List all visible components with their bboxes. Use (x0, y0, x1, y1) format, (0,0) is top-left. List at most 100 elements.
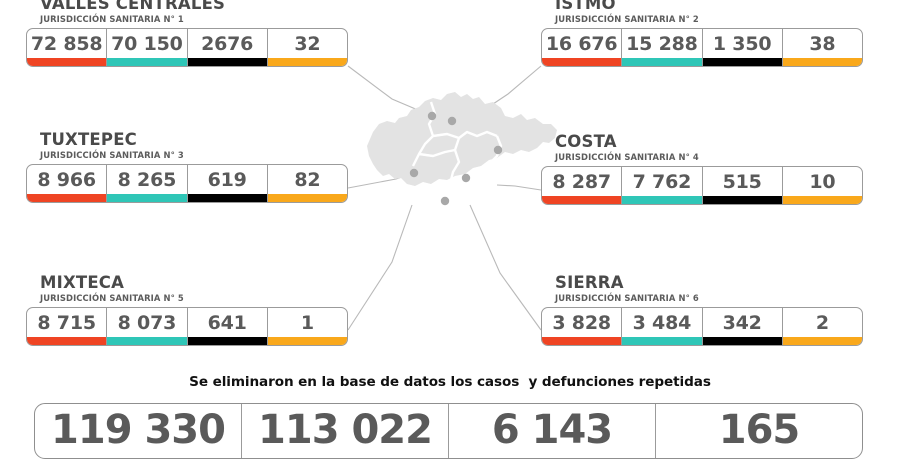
region-heading: SIERRA JURISDICCIÓN SANITARIA N° 6 (541, 273, 863, 303)
stat-cell-recovered: 8 073 (107, 307, 188, 345)
stat-color-bar-confirmed (27, 57, 107, 66)
total-cell-confirmed: 119 330 (35, 404, 242, 458)
stat-cell-recovered: 7 762 (622, 166, 703, 204)
stat-cell-deaths: 2676 (187, 28, 268, 66)
total-cell-active: 165 (656, 404, 862, 458)
stat-cell-confirmed: 8 287 (542, 166, 623, 204)
region-stat-box: 8 715 8 073 641 1 (26, 306, 348, 346)
region-title: COSTA (555, 132, 617, 151)
stat-color-bar-active (267, 193, 347, 202)
stat-value: 619 (207, 168, 247, 191)
stat-color-bar-recovered (622, 195, 702, 204)
region-block-sierra: SIERRA JURISDICCIÓN SANITARIA N° 6 3 828… (541, 273, 863, 346)
stat-cell-recovered: 8 265 (107, 164, 188, 202)
region-subtitle: JURISDICCIÓN SANITARIA N° 4 (555, 151, 699, 162)
stat-value: 10 (809, 170, 836, 193)
stat-cell-active: 38 (782, 29, 862, 66)
infographic-root: VALLES CENTRALES JURISDICCIÓN SANITARIA … (26, 0, 863, 459)
total-cell-recovered: 113 022 (242, 404, 449, 458)
stat-value: 1 (300, 311, 314, 334)
stat-value: 70 150 (111, 32, 183, 55)
stat-color-bar-recovered (107, 336, 187, 345)
total-value: 119 330 (51, 407, 226, 453)
stat-color-bar-confirmed (27, 193, 107, 202)
region-heading: TUXTEPEC JURISDICCIÓN SANITARIA N° 3 (26, 131, 348, 160)
region-stat-box: 72 858 70 150 2676 32 (26, 27, 348, 67)
oaxaca-map (355, 80, 565, 220)
stat-cell-confirmed: 3 828 (542, 307, 623, 345)
stat-cell-confirmed: 8 966 (27, 164, 108, 202)
stat-cell-active: 2 (782, 308, 862, 345)
region-title: ISTMO (555, 0, 616, 13)
stat-value: 16 676 (545, 32, 618, 55)
total-value: 165 (718, 407, 800, 453)
stat-cell-active: 10 (782, 167, 862, 204)
region-stat-box: 8 966 8 265 619 82 (26, 163, 348, 203)
region-stat-box: 16 676 15 288 1 350 38 (541, 27, 863, 67)
stat-value: 8 073 (117, 311, 177, 334)
stat-value: 7 762 (632, 170, 692, 193)
stat-cell-deaths: 641 (187, 307, 268, 345)
region-heading: MIXTECA JURISDICCIÓN SANITARIA N° 5 (26, 273, 348, 303)
region-title: SIERRA (555, 273, 624, 292)
region-stat-box: 3 828 3 484 342 2 (541, 306, 863, 346)
stat-color-bar-deaths (702, 336, 782, 345)
totals-box: 119 330 113 022 6 143 165 (34, 403, 863, 459)
total-value: 6 143 (491, 407, 613, 453)
stat-color-bar-recovered (107, 57, 187, 66)
region-heading: ISTMO JURISDICCIÓN SANITARIA N° 2 (541, 0, 863, 23)
stat-color-bar-active (782, 336, 862, 345)
region-block-mixteca: MIXTECA JURISDICCIÓN SANITARIA N° 5 8 71… (26, 273, 348, 346)
stat-cell-deaths: 515 (702, 166, 783, 204)
stat-color-bar-active (782, 57, 862, 66)
stat-color-bar-confirmed (542, 336, 622, 345)
stat-value: 641 (207, 311, 247, 334)
total-value: 113 022 (258, 407, 433, 453)
region-subtitle: JURISDICCIÓN SANITARIA N° 5 (40, 292, 184, 303)
stat-value: 1 350 (712, 32, 772, 55)
stat-color-bar-active (267, 336, 347, 345)
stat-value: 72 858 (30, 32, 103, 55)
region-stat-box: 8 287 7 762 515 10 (541, 165, 863, 205)
stat-value: 2676 (201, 32, 254, 55)
stat-cell-confirmed: 16 676 (542, 28, 623, 66)
region-title: MIXTECA (40, 273, 125, 292)
region-heading: VALLES CENTRALES JURISDICCIÓN SANITARIA … (26, 0, 348, 23)
stat-color-bar-deaths (187, 336, 267, 345)
stat-color-bar-deaths (187, 193, 267, 202)
region-block-istmo: ISTMO JURISDICCIÓN SANITARIA N° 2 16 676… (541, 0, 863, 67)
footer-note: Se eliminaron en la base de datos los ca… (189, 374, 711, 390)
stat-cell-confirmed: 8 715 (27, 307, 108, 345)
stat-value: 8 287 (552, 170, 611, 193)
stat-cell-active: 32 (267, 29, 347, 66)
stat-cell-deaths: 1 350 (702, 28, 783, 66)
stat-color-bar-active (782, 195, 862, 204)
stat-color-bar-confirmed (27, 336, 107, 345)
stat-color-bar-deaths (187, 57, 267, 66)
stat-color-bar-recovered (622, 336, 702, 345)
stat-cell-confirmed: 72 858 (27, 28, 108, 66)
stat-value: 8 265 (117, 168, 177, 191)
region-block-valles-centrales: VALLES CENTRALES JURISDICCIÓN SANITARIA … (26, 0, 348, 67)
stat-cell-deaths: 342 (702, 307, 783, 345)
region-subtitle: JURISDICCIÓN SANITARIA N° 1 (40, 13, 184, 24)
stat-color-bar-confirmed (542, 57, 622, 66)
region-subtitle: JURISDICCIÓN SANITARIA N° 6 (555, 292, 699, 303)
stat-value: 8 715 (37, 311, 96, 334)
stat-value: 15 288 (626, 32, 698, 55)
stat-value: 82 (294, 168, 321, 191)
region-subtitle: JURISDICCIÓN SANITARIA N° 3 (40, 149, 184, 160)
stat-color-bar-recovered (622, 57, 702, 66)
stat-color-bar-active (267, 57, 347, 66)
stat-value: 8 966 (37, 168, 96, 191)
stat-cell-recovered: 3 484 (622, 307, 703, 345)
region-block-costa: COSTA JURISDICCIÓN SANITARIA N° 4 8 287 … (541, 132, 863, 205)
stat-value: 515 (722, 170, 762, 193)
stat-cell-deaths: 619 (187, 164, 268, 202)
region-subtitle: JURISDICCIÓN SANITARIA N° 2 (555, 13, 699, 24)
stat-value: 3 484 (632, 311, 692, 334)
total-cell-deaths: 6 143 (449, 404, 656, 458)
stat-cell-active: 1 (267, 308, 347, 345)
stat-cell-recovered: 70 150 (107, 28, 188, 66)
stat-color-bar-confirmed (542, 195, 622, 204)
